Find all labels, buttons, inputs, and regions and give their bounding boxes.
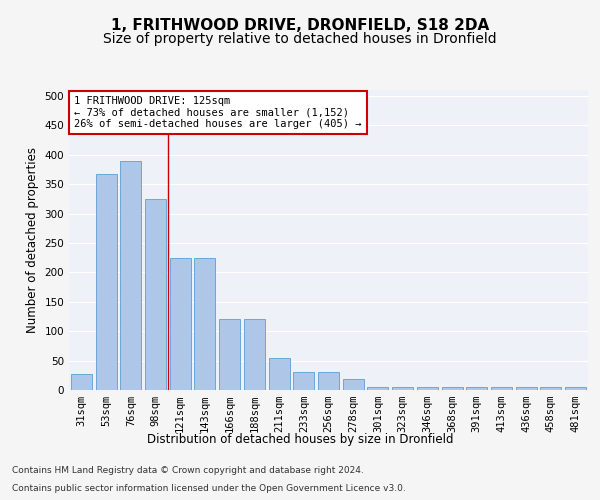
Text: Distribution of detached houses by size in Dronfield: Distribution of detached houses by size … [147,432,453,446]
Bar [442,387,463,390]
Bar [194,258,215,390]
Bar [244,320,265,390]
Bar [466,387,487,390]
Bar [95,174,116,390]
Text: Contains public sector information licensed under the Open Government Licence v3: Contains public sector information licen… [12,484,406,493]
Bar [516,387,537,390]
Bar [367,387,388,390]
Bar [170,258,191,390]
Bar [417,387,438,390]
Bar [145,199,166,390]
Text: 1 FRITHWOOD DRIVE: 125sqm
← 73% of detached houses are smaller (1,152)
26% of se: 1 FRITHWOOD DRIVE: 125sqm ← 73% of detac… [74,96,362,129]
Bar [219,320,240,390]
Bar [120,160,141,390]
Bar [491,387,512,390]
Bar [392,387,413,390]
Text: 1, FRITHWOOD DRIVE, DRONFIELD, S18 2DA: 1, FRITHWOOD DRIVE, DRONFIELD, S18 2DA [111,18,489,32]
Text: Size of property relative to detached houses in Dronfield: Size of property relative to detached ho… [103,32,497,46]
Bar [71,374,92,390]
Bar [541,387,562,390]
Bar [343,380,364,390]
Bar [269,358,290,390]
Y-axis label: Number of detached properties: Number of detached properties [26,147,39,333]
Bar [293,372,314,390]
Text: Contains HM Land Registry data © Crown copyright and database right 2024.: Contains HM Land Registry data © Crown c… [12,466,364,475]
Bar [318,372,339,390]
Bar [565,387,586,390]
